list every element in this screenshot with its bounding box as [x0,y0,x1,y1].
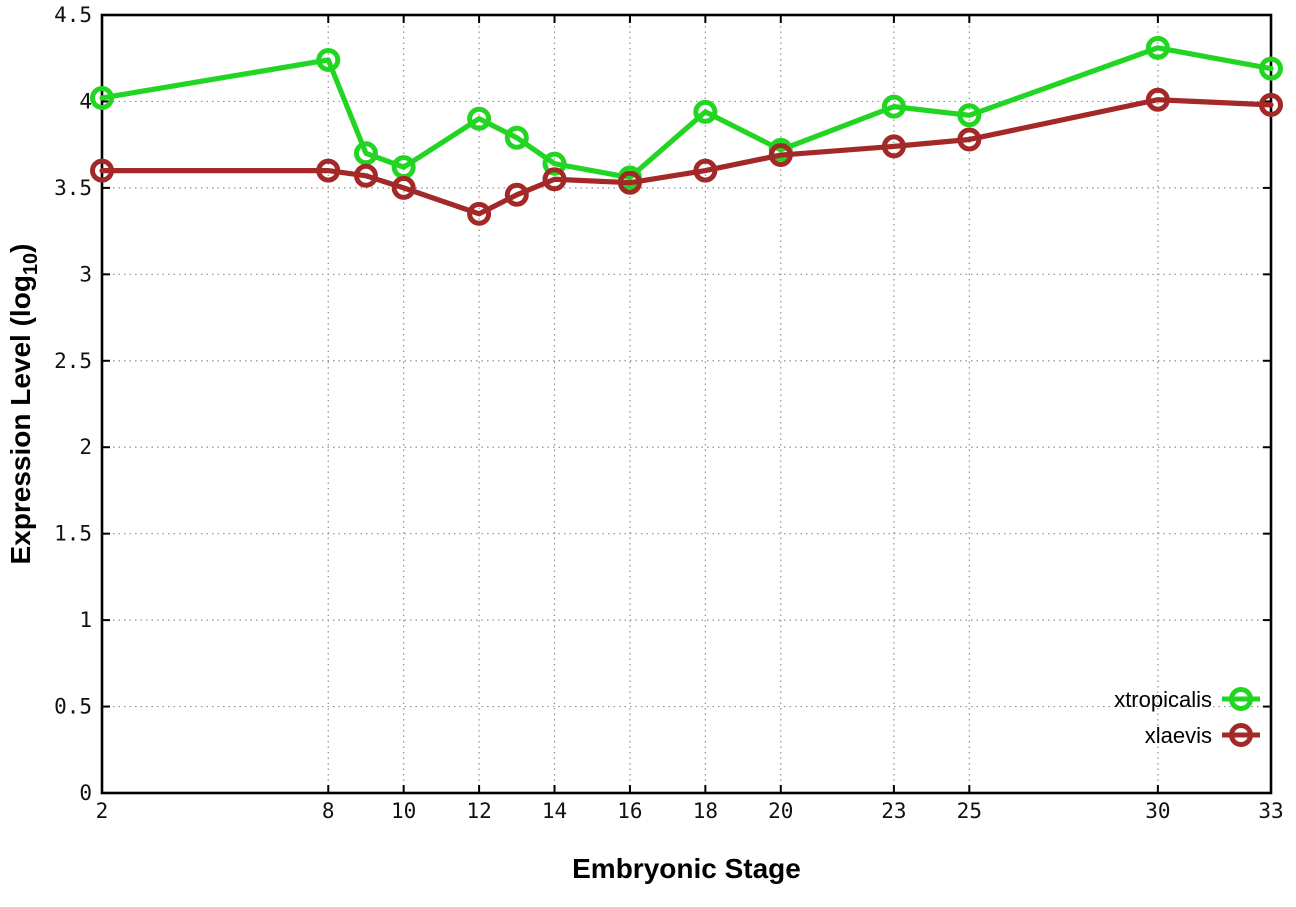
data-point-xtropicalis [353,141,378,166]
data-point-xtropicalis [467,106,492,131]
legend-label-xtropicalis: xtropicalis [1114,687,1212,712]
x-tick-label: 18 [693,799,718,823]
data-point-xlaevis [90,158,114,183]
y-axis-title: Expression Level (log10) [5,244,42,565]
data-point-xlaevis [353,163,378,188]
grid-lines [102,15,1271,793]
data-point-xlaevis [1259,92,1283,117]
x-axis-title: Embryonic Stage [572,853,801,884]
y-tick-label: 1.5 [54,522,92,546]
series-line-xtropicalis [99,45,1274,181]
legend-label-xlaevis: xlaevis [1145,723,1212,748]
legend-item-xlaevis: xlaevis [1145,723,1260,748]
data-point-xtropicalis [957,103,982,128]
x-tick-label: 33 [1258,799,1283,823]
data-point-xlaevis [504,182,529,207]
data-point-xlaevis [467,201,492,226]
x-tick-label: 2 [96,799,109,823]
data-point-xtropicalis [1259,56,1283,81]
data-point-xtropicalis [881,94,906,119]
y-tick-label: 0 [79,781,92,805]
legend-item-xtropicalis: xtropicalis [1114,687,1260,712]
y-tick-label: 4.5 [54,3,92,27]
y-tick-label: 2.5 [54,349,92,373]
plot-border [100,13,1273,795]
y-tick-label: 2 [79,435,92,459]
series-line-xlaevis [99,97,1274,217]
y-tick-label: 3 [79,262,92,286]
y-tick-label: 1 [79,608,92,632]
data-point-xlaevis [881,134,906,159]
data-point-xlaevis [1145,87,1170,112]
data-point-xlaevis [768,143,793,168]
data-point-xlaevis [316,158,341,183]
x-tick-label: 23 [881,799,906,823]
y-tick-label: 0.5 [54,695,92,719]
data-point-xtropicalis [90,85,114,110]
data-point-xlaevis [693,158,718,183]
x-tick-label: 20 [768,799,793,823]
x-tick-label: 14 [542,799,567,823]
data-point-xtropicalis [316,47,341,72]
data-point-xlaevis [542,167,567,192]
data-point-xlaevis [957,127,982,152]
x-tick-label: 16 [617,799,642,823]
data-point-xlaevis [617,170,642,195]
legend: xtropicalis xlaevis [1114,687,1260,748]
data-point-xtropicalis [504,125,529,150]
x-tick-label: 25 [957,799,982,823]
x-tick-label: 10 [391,799,416,823]
x-tick-label: 30 [1145,799,1170,823]
legend-marker-xlaevis [1229,723,1253,747]
legend-marker-xtropicalis [1229,687,1253,711]
data-point-xtropicalis [693,99,718,124]
data-point-xtropicalis [542,151,567,176]
y-tick-label: 3.5 [54,176,92,200]
series-xlaevis [90,87,1283,226]
data-point-xlaevis [391,175,416,200]
data-point-xtropicalis [1145,35,1170,60]
x-tick-label: 12 [466,799,491,823]
x-axis-labels: 2 8 10 12 14 16 18 20 23 25 30 33 [96,799,1284,823]
x-tick-label: 8 [322,799,335,823]
y-axis-labels: 0 0.5 1 1.5 2 2.5 3 3.5 4 4.5 [54,3,92,805]
y-tick-label: 4 [79,89,92,113]
axis-ticks [101,14,1272,794]
